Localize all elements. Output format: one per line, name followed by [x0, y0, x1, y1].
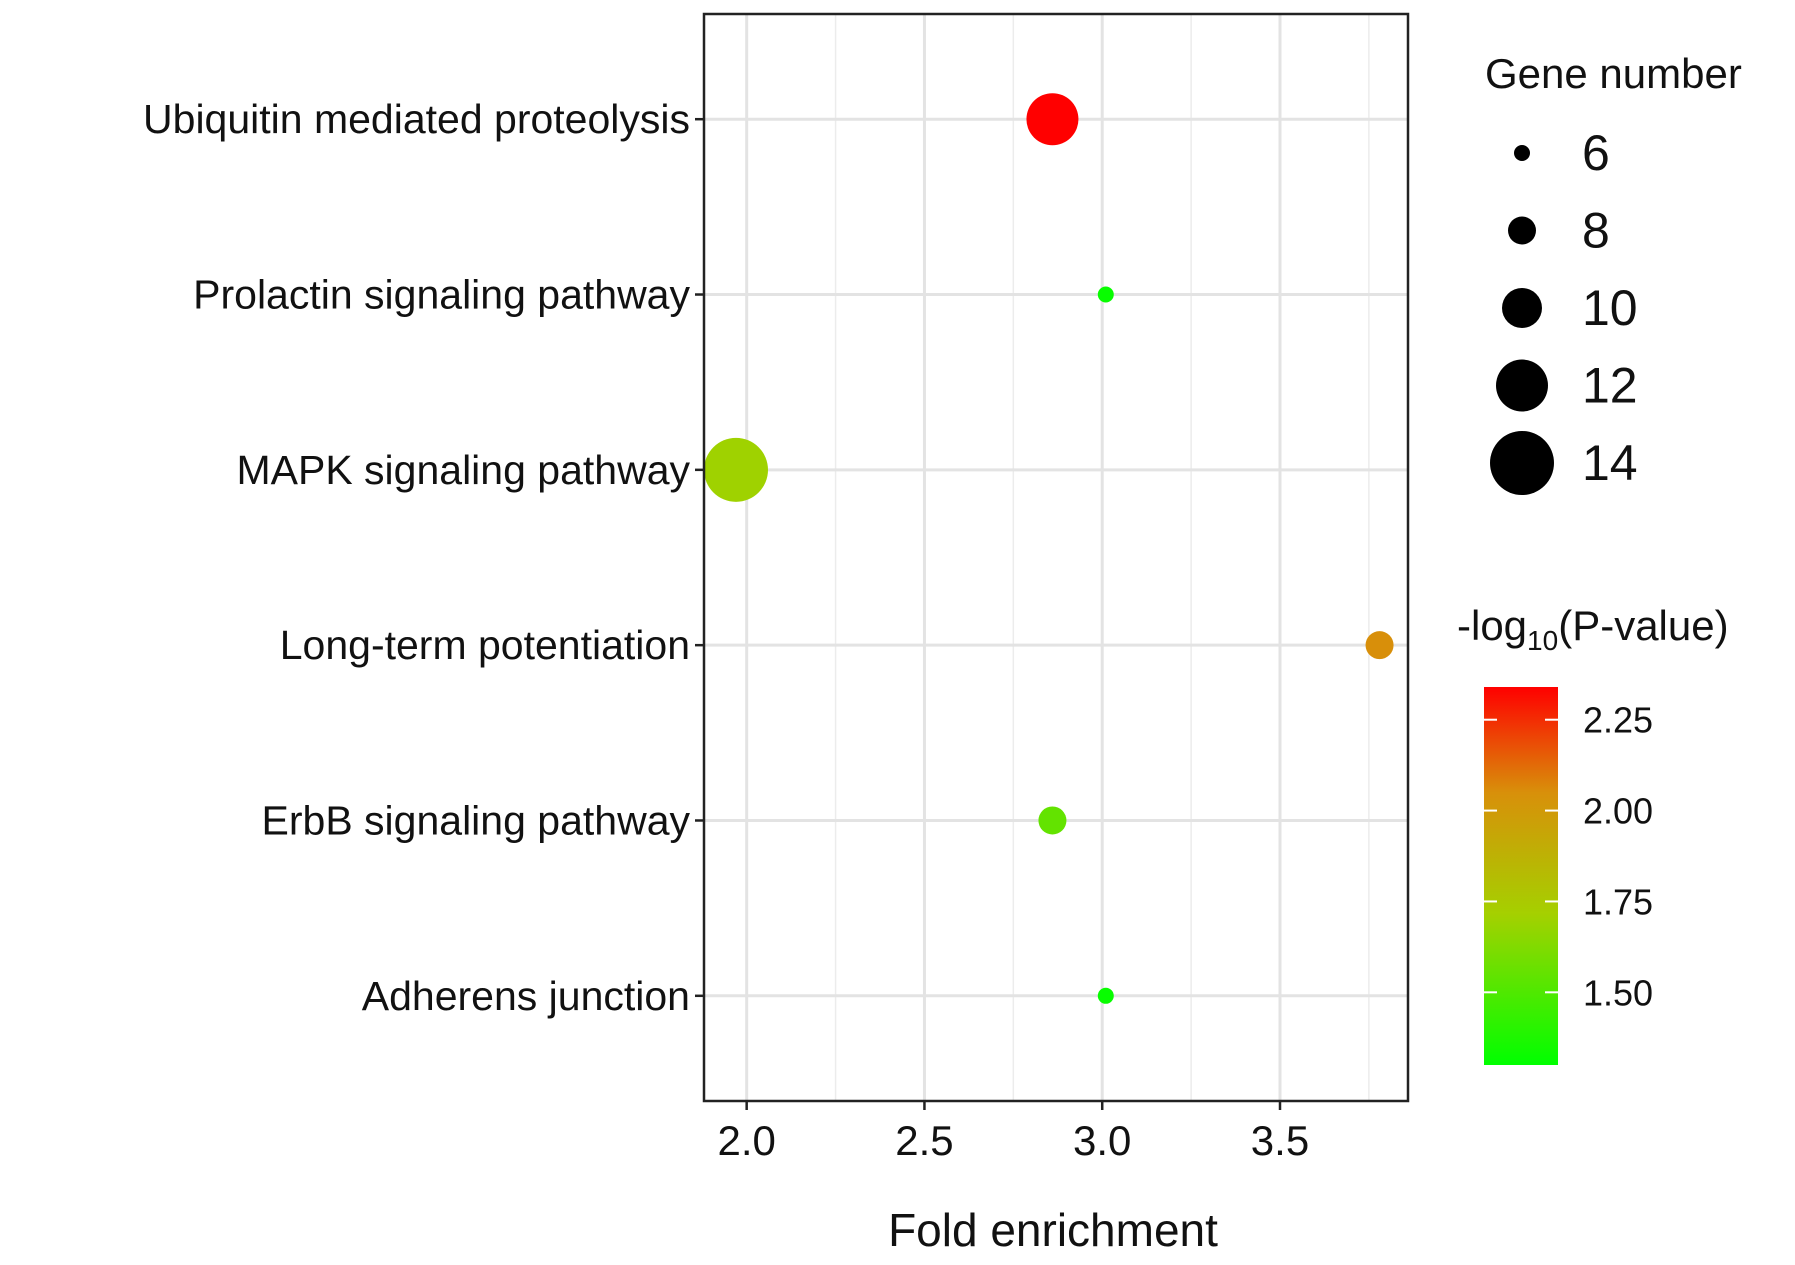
y-tick-label: Prolactin signaling pathway [193, 272, 690, 318]
data-point [1097, 286, 1114, 303]
size-legend-key [1490, 431, 1554, 495]
x-tick-label: 2.0 [717, 1117, 775, 1164]
y-tick-label: Adherens junction [362, 973, 690, 1019]
plot-panel-border [702, 12, 1410, 1103]
size-legend-label: 10 [1582, 280, 1638, 336]
data-point [1097, 987, 1114, 1004]
data-point [1365, 631, 1394, 660]
color-bar [1484, 687, 1558, 1065]
color-legend: -log10(P-value) 2.25 2.00 1.75 1.50 [1457, 602, 1729, 1065]
color-legend-label: 2.25 [1583, 700, 1653, 741]
size-legend-label: 12 [1582, 358, 1638, 414]
color-legend-label: 1.75 [1583, 881, 1653, 922]
data-point [1038, 806, 1067, 835]
size-legend-label: 8 [1582, 203, 1610, 259]
color-legend-title: -log10(P-value) [1457, 602, 1729, 656]
size-legend: Gene number 6 8 10 12 14 [1485, 50, 1742, 495]
size-legend-key [1514, 145, 1530, 161]
x-tick-label: 2.5 [895, 1117, 953, 1164]
size-legend-title: Gene number [1485, 50, 1742, 97]
y-tick-label: Long-term potentiation [280, 622, 690, 668]
x-tick-label: 3.0 [1073, 1117, 1131, 1164]
grid-lines [704, 14, 1408, 1101]
y-tick-label: ErbB signaling pathway [262, 797, 691, 843]
size-legend-key [1508, 216, 1536, 245]
y-tick-label: MAPK signaling pathway [236, 447, 690, 493]
x-axis: 2.0 2.5 3.0 3.5 [717, 1101, 1309, 1164]
y-axis: Ubiquitin mediated proteolysis Prolactin … [143, 96, 704, 1019]
data-points [704, 93, 1394, 1004]
size-legend-key [1496, 359, 1548, 412]
size-legend-label: 6 [1582, 125, 1610, 181]
color-legend-label: 1.50 [1583, 972, 1653, 1013]
data-point [704, 437, 768, 502]
x-tick-label: 3.5 [1251, 1117, 1309, 1164]
size-legend-key [1502, 288, 1542, 328]
x-axis-title: Fold enrichment [888, 1204, 1218, 1256]
size-legend-label: 14 [1582, 435, 1638, 491]
plot-background [704, 14, 1408, 1101]
color-legend-label: 2.00 [1583, 791, 1653, 832]
data-point [1026, 93, 1079, 146]
y-tick-label: Ubiquitin mediated proteolysis [143, 96, 690, 142]
